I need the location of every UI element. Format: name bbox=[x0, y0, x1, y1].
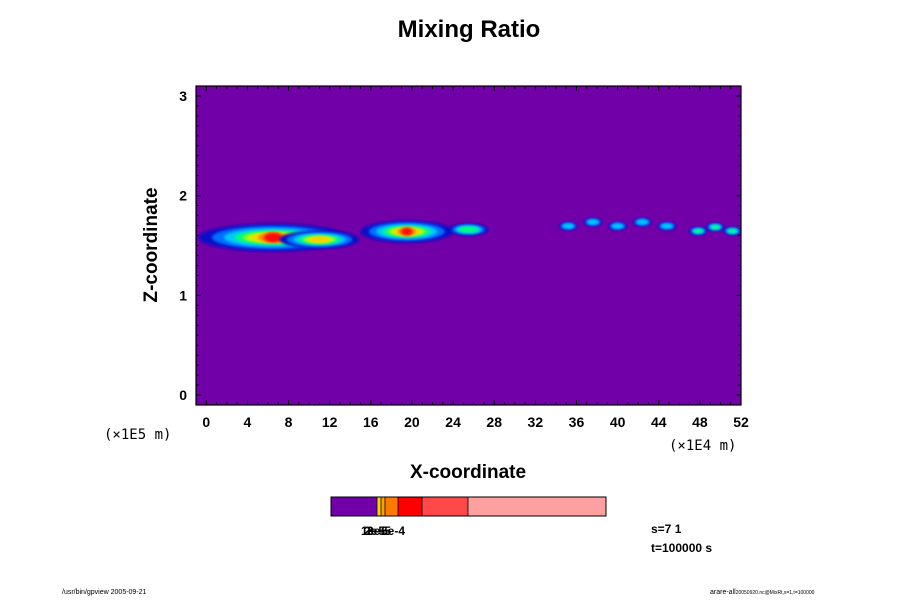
x-tick-label: 12 bbox=[322, 414, 338, 430]
x-axis-label: X-coordinate bbox=[410, 462, 526, 483]
colorbar-label-2: 2e-5 bbox=[364, 524, 389, 538]
colorbar-segment bbox=[468, 497, 606, 516]
x-axis-unit: (×1E4 m) bbox=[669, 438, 736, 454]
x-tick-label: 52 bbox=[733, 414, 749, 430]
field-contour bbox=[562, 223, 575, 229]
colorbar-segment bbox=[331, 497, 377, 516]
footer-left: /usr/bin/gpview 2005-09-21 bbox=[62, 589, 147, 596]
field-contour bbox=[727, 228, 738, 234]
y-tick-label: 2 bbox=[179, 188, 187, 204]
field-contour bbox=[661, 223, 673, 229]
colorbar-frame bbox=[330, 496, 607, 517]
x-tick-label: 28 bbox=[486, 414, 502, 430]
field-contour bbox=[710, 224, 720, 230]
colorbar-segment bbox=[381, 497, 385, 516]
footer-right: arare-all20050920.nc@MixRt,x=1,t=100000 bbox=[710, 589, 814, 596]
colorbar-segment bbox=[385, 497, 398, 516]
field-contour bbox=[307, 236, 331, 243]
y-axis-ticks: 0 1 2 3 bbox=[179, 85, 741, 406]
field-contour bbox=[586, 219, 599, 225]
field-contour bbox=[401, 227, 413, 236]
y-tick-label: 0 bbox=[179, 387, 187, 403]
x-tick-label: 8 bbox=[285, 414, 293, 430]
field-contour bbox=[458, 226, 479, 233]
footer-right-sub: 20050920.nc@MixRt,x=1,t=100000 bbox=[735, 590, 815, 596]
chart-title: Mixing Ratio bbox=[397, 16, 541, 43]
y-axis-label: Z-coordinate bbox=[141, 187, 162, 302]
x-tick-label: 0 bbox=[202, 414, 210, 430]
x-tick-label: 44 bbox=[651, 414, 667, 430]
y-tick-label: 3 bbox=[179, 88, 187, 104]
colorbar-segment bbox=[377, 497, 381, 516]
x-tick-label: 4 bbox=[244, 414, 252, 430]
colorbar bbox=[331, 497, 606, 516]
field-contour bbox=[264, 232, 283, 243]
x-tick-label: 36 bbox=[569, 414, 585, 430]
colorbar-segment bbox=[398, 497, 422, 516]
x-tick-label: 40 bbox=[610, 414, 626, 430]
colorbar-label-3: 3e-5 bbox=[367, 524, 392, 538]
x-tick-label: 24 bbox=[445, 414, 461, 430]
x-axis-ticks: 0 4 8 12 16 20 24 28 32 36 40 44 48 52 bbox=[202, 86, 749, 430]
info-s: s=7 1 bbox=[651, 522, 682, 536]
colorbar-segment bbox=[422, 497, 468, 516]
field-contour bbox=[693, 228, 703, 234]
field-contour bbox=[611, 223, 624, 229]
mixing-ratio-field bbox=[198, 218, 741, 252]
footer-right-main: arare-all bbox=[710, 589, 736, 596]
info-t: t=100000 s bbox=[651, 541, 713, 555]
y-tick-label: 1 bbox=[179, 287, 187, 303]
y-axis-unit: (×1E5 m) bbox=[104, 427, 171, 443]
field-contour bbox=[636, 219, 649, 225]
colorbar-label-1: 1e-5 bbox=[361, 524, 386, 538]
colorbar-label-4: 5e-4 bbox=[381, 524, 406, 538]
x-tick-label: 48 bbox=[692, 414, 708, 430]
x-tick-label: 16 bbox=[363, 414, 379, 430]
x-tick-label: 20 bbox=[404, 414, 420, 430]
x-tick-label: 32 bbox=[528, 414, 544, 430]
